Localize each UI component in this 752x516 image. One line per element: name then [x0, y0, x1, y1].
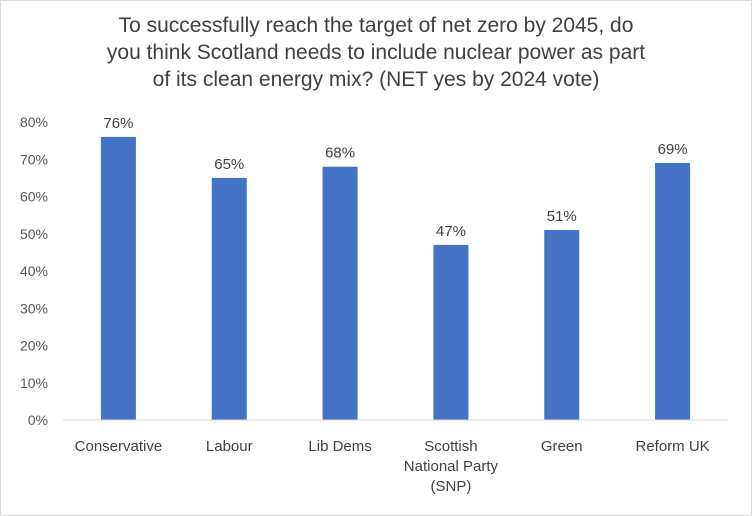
category-label: Scottish: [424, 438, 477, 455]
data-label: 69%: [658, 141, 688, 158]
data-label: 51%: [547, 208, 577, 225]
chart-title: To successfully reach the target of net …: [40, 12, 712, 93]
data-label: 68%: [325, 145, 355, 162]
bar: [655, 162, 691, 420]
y-tick-label: 80%: [20, 114, 48, 130]
bar: [100, 136, 136, 420]
data-label: 76%: [103, 115, 133, 132]
y-tick-label: 10%: [20, 375, 48, 391]
category-label: Lib Dems: [308, 438, 371, 455]
y-tick-label: 0%: [28, 412, 48, 428]
y-tick-label: 60%: [20, 189, 48, 205]
y-tick-label: 20%: [20, 338, 48, 354]
bar: [433, 244, 469, 420]
category-label: Labour: [206, 438, 253, 455]
data-label: 65%: [214, 156, 244, 173]
data-label: 47%: [436, 223, 466, 240]
bar: [544, 230, 580, 420]
category-label: Reform UK: [635, 438, 709, 455]
category-label: National Party: [404, 458, 499, 475]
y-tick-label: 70%: [20, 151, 48, 167]
title-line-3: of its clean energy mix? (NET yes by 202…: [152, 68, 600, 91]
title-line-1: To successfully reach the target of net …: [118, 14, 634, 37]
y-tick-label: 40%: [20, 263, 48, 279]
bar: [322, 166, 358, 420]
y-tick-label: 30%: [20, 300, 48, 316]
title-line-2: you think Scotland needs to include nucl…: [106, 41, 646, 64]
bar: [211, 177, 247, 420]
y-tick-label: 50%: [20, 226, 48, 242]
category-label: Green: [541, 438, 583, 455]
category-label: Conservative: [75, 438, 163, 455]
category-label: (SNP): [430, 478, 471, 495]
